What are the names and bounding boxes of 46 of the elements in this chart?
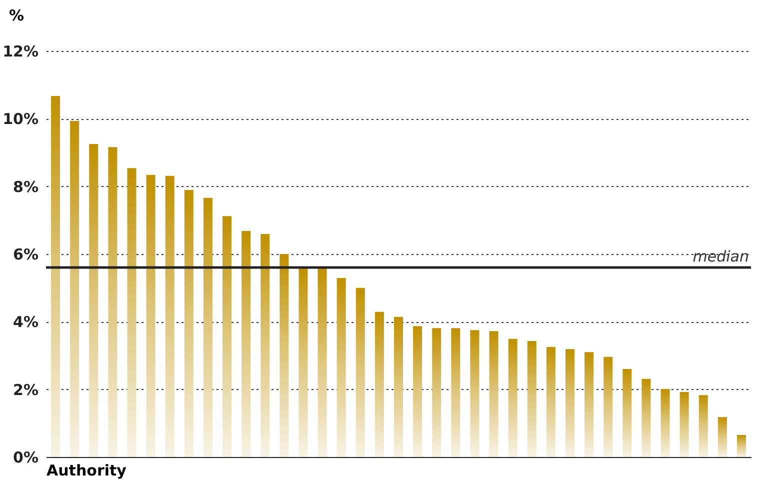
bar <box>70 121 80 457</box>
bar <box>356 288 365 457</box>
y-tick-label: 2% <box>13 380 38 399</box>
bar <box>584 352 594 457</box>
y-axis-title: % <box>8 6 24 24</box>
bar <box>680 392 689 457</box>
bar <box>184 190 194 457</box>
bar <box>280 254 289 457</box>
bar <box>660 388 670 457</box>
bar <box>203 198 212 457</box>
bar <box>374 312 384 457</box>
bar <box>127 168 136 457</box>
bar <box>413 326 422 457</box>
bar <box>508 338 518 457</box>
bar <box>642 378 651 457</box>
bar <box>51 96 60 457</box>
bar <box>546 347 556 457</box>
bar <box>394 316 403 457</box>
bar <box>527 340 536 457</box>
y-tick-label: 8% <box>13 178 38 196</box>
bar <box>718 417 727 457</box>
bar <box>451 328 460 457</box>
y-tick-label: 4% <box>13 313 38 332</box>
bar <box>108 147 118 457</box>
y-tick-label: 12% <box>2 42 38 60</box>
y-tick-label: 6% <box>13 246 38 264</box>
y-tick-label: 10% <box>2 110 38 128</box>
bar <box>604 356 613 457</box>
bar <box>565 349 574 457</box>
bar <box>470 330 480 457</box>
bar <box>146 174 156 457</box>
bar <box>298 268 308 457</box>
bar <box>489 331 498 457</box>
y-tick-label: 0% <box>13 448 38 466</box>
bar <box>318 268 327 457</box>
bar <box>89 144 98 457</box>
bar <box>336 278 346 457</box>
bar <box>622 369 632 457</box>
bar <box>736 435 746 457</box>
x-axis-title: Authority <box>46 462 127 480</box>
bar <box>165 176 174 457</box>
bar <box>260 234 270 457</box>
bar <box>698 395 708 457</box>
bar <box>242 230 251 457</box>
bar <box>222 216 232 457</box>
bar <box>432 328 442 457</box>
